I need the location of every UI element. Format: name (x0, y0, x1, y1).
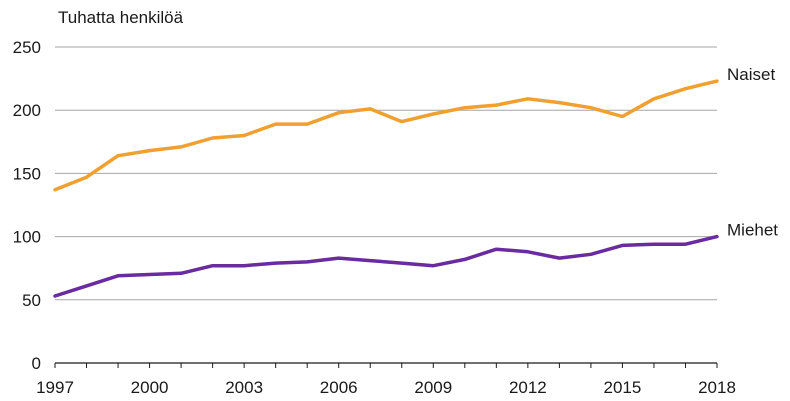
x-tick-label: 2012 (509, 378, 547, 397)
y-axis-tick-labels: 0 50 100 150 200 250 (13, 38, 41, 373)
gridlines (55, 46, 717, 301)
y-tick-label: 250 (13, 38, 41, 57)
y-tick-label: 50 (22, 291, 41, 310)
y-tick-label: 150 (13, 164, 41, 183)
x-tick-label: 2006 (320, 378, 358, 397)
series-lines (53, 79, 719, 298)
y-tick-label: 0 (32, 354, 41, 373)
x-tick-label: 2003 (225, 378, 263, 397)
x-axis (54, 362, 718, 368)
x-tick-label: 2009 (414, 378, 452, 397)
y-tick-label: 200 (13, 101, 41, 120)
x-tick-label: 1997 (36, 378, 74, 397)
y-axis-unit-label: Tuhatta henkilöä (58, 8, 184, 27)
x-tick-label: 2018 (698, 378, 736, 397)
series-label-naiset: Naiset (727, 65, 775, 84)
y-tick-label: 100 (13, 228, 41, 247)
x-tick-label: 2015 (604, 378, 642, 397)
series-labels: Naiset Miehet (727, 65, 778, 239)
x-tick-label: 2000 (131, 378, 169, 397)
series-label-miehet: Miehet (727, 221, 778, 240)
series-line-naiset (53, 79, 719, 192)
x-axis-tick-labels: 1997 2000 2003 2006 2009 2012 2015 2018 (36, 378, 736, 397)
series-line-miehet (53, 234, 719, 298)
